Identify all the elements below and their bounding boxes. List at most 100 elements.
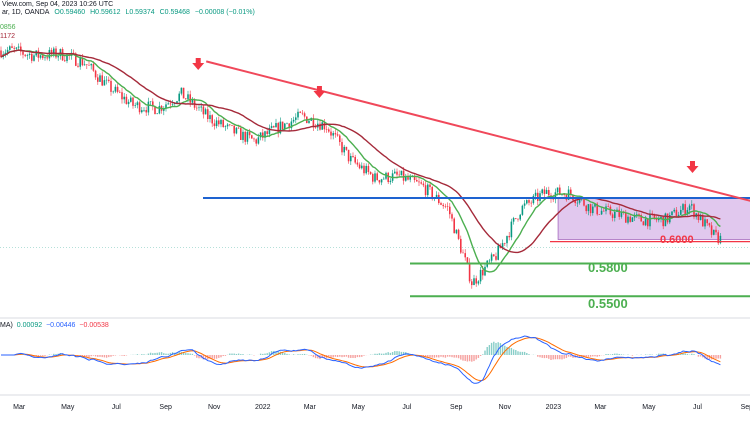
candle-body	[438, 194, 440, 204]
candle-body	[523, 203, 526, 206]
candle-body	[345, 146, 348, 150]
macd-histogram-bar	[156, 352, 158, 355]
macd-histogram-bar	[435, 355, 438, 358]
candle-body	[545, 190, 548, 194]
macd-histogram-bar	[570, 355, 572, 357]
macd-histogram-bar	[389, 352, 392, 355]
macd-histogram-bar	[592, 355, 594, 357]
macd-histogram-bar	[440, 355, 442, 357]
candle-body	[286, 123, 288, 125]
macd-histogram-bar	[609, 354, 612, 355]
candle-body	[686, 210, 689, 215]
candle-body	[444, 206, 447, 207]
candle-body	[385, 172, 387, 179]
candle-body	[515, 218, 517, 219]
macd-histogram-bar	[165, 353, 167, 355]
macd-histogram-bar	[108, 355, 110, 358]
candle-body	[636, 214, 638, 215]
macd-histogram-bar	[517, 351, 519, 355]
candle-body	[312, 117, 315, 128]
candle-body	[81, 57, 84, 66]
macd-histogram-bar	[644, 354, 647, 355]
candle-body	[88, 65, 90, 66]
candle-body	[4, 52, 7, 55]
macd-histogram-bar	[204, 355, 207, 359]
macd-histogram-bar	[314, 355, 317, 359]
candle-body	[180, 87, 183, 94]
candle-body	[339, 135, 341, 143]
candle-body	[209, 115, 211, 120]
macd-histogram-bar	[618, 353, 620, 355]
macd-histogram-bar	[154, 352, 156, 355]
macd-histogram-bar	[334, 355, 337, 357]
candle-body	[372, 174, 374, 182]
macd-histogram-bar	[213, 355, 216, 359]
macd-histogram-bar	[336, 355, 339, 358]
macd-histogram-bar	[189, 353, 191, 355]
candle-body	[354, 156, 356, 163]
candle-body	[242, 131, 244, 140]
ma-fast-value: 0856	[0, 24, 16, 31]
macd-histogram-bar	[400, 351, 403, 355]
candle-body	[682, 204, 684, 210]
candle-body	[185, 98, 187, 100]
macd-histogram-bar	[248, 354, 251, 355]
candle-body	[585, 205, 587, 212]
macd-histogram-bar	[578, 355, 581, 358]
candle-body	[620, 212, 623, 217]
candle-body	[13, 47, 15, 49]
macd-histogram-bar	[268, 352, 271, 355]
candle-body	[581, 198, 583, 200]
candle-body	[473, 278, 475, 286]
x-tick-label: 2022	[255, 404, 271, 411]
candle-body	[592, 206, 594, 214]
macd-histogram-bar	[317, 355, 319, 359]
candle-body	[431, 186, 433, 199]
macd-histogram-bar	[240, 354, 242, 355]
candle-body	[519, 214, 521, 220]
macd-histogram-bar	[345, 355, 348, 357]
macd-histogram-bar	[39, 355, 42, 356]
macd-histogram-bar	[332, 355, 334, 358]
candle-body	[211, 115, 213, 124]
candle-body	[477, 281, 480, 284]
candle-body	[526, 200, 528, 204]
candle-body	[512, 218, 515, 222]
candle-body	[660, 216, 662, 219]
candle-body	[367, 165, 370, 173]
arrow-shaft	[316, 86, 322, 91]
candle-body	[398, 174, 400, 176]
candle-body	[334, 133, 337, 135]
candle-body	[435, 194, 438, 198]
macd-histogram-bar	[121, 355, 123, 356]
macd-histogram-bar	[682, 352, 684, 355]
candle-body	[631, 217, 634, 222]
candle-body	[141, 110, 143, 113]
candle-body	[9, 46, 11, 50]
macd-histogram-bar	[466, 355, 469, 362]
candle-body	[510, 221, 513, 238]
candle-body	[94, 70, 97, 78]
macd-histogram-bar	[616, 353, 618, 355]
macd-signal-line	[1, 337, 721, 382]
candle-body	[347, 149, 350, 162]
candle-body	[204, 109, 207, 115]
macd-histogram-bar	[196, 355, 198, 358]
macd-histogram-bar	[442, 355, 444, 358]
candle-body	[570, 189, 572, 195]
candle-body	[471, 281, 473, 286]
candle-body	[90, 64, 92, 66]
candle-body	[422, 183, 425, 186]
candle-body	[662, 216, 664, 227]
candle-body	[295, 117, 297, 120]
candle-body	[138, 102, 141, 113]
macd-histogram-bar	[356, 355, 359, 358]
candle-body	[259, 132, 262, 138]
candle-body	[455, 229, 458, 234]
macd-histogram-bar	[178, 351, 180, 355]
candle-body	[389, 180, 392, 183]
candle-body	[79, 57, 81, 67]
candle-body	[198, 107, 200, 109]
x-tick-label: Jul	[693, 404, 702, 411]
